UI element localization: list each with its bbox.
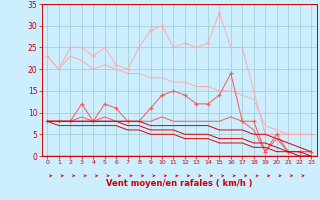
X-axis label: Vent moyen/en rafales ( km/h ): Vent moyen/en rafales ( km/h ) — [106, 179, 252, 188]
